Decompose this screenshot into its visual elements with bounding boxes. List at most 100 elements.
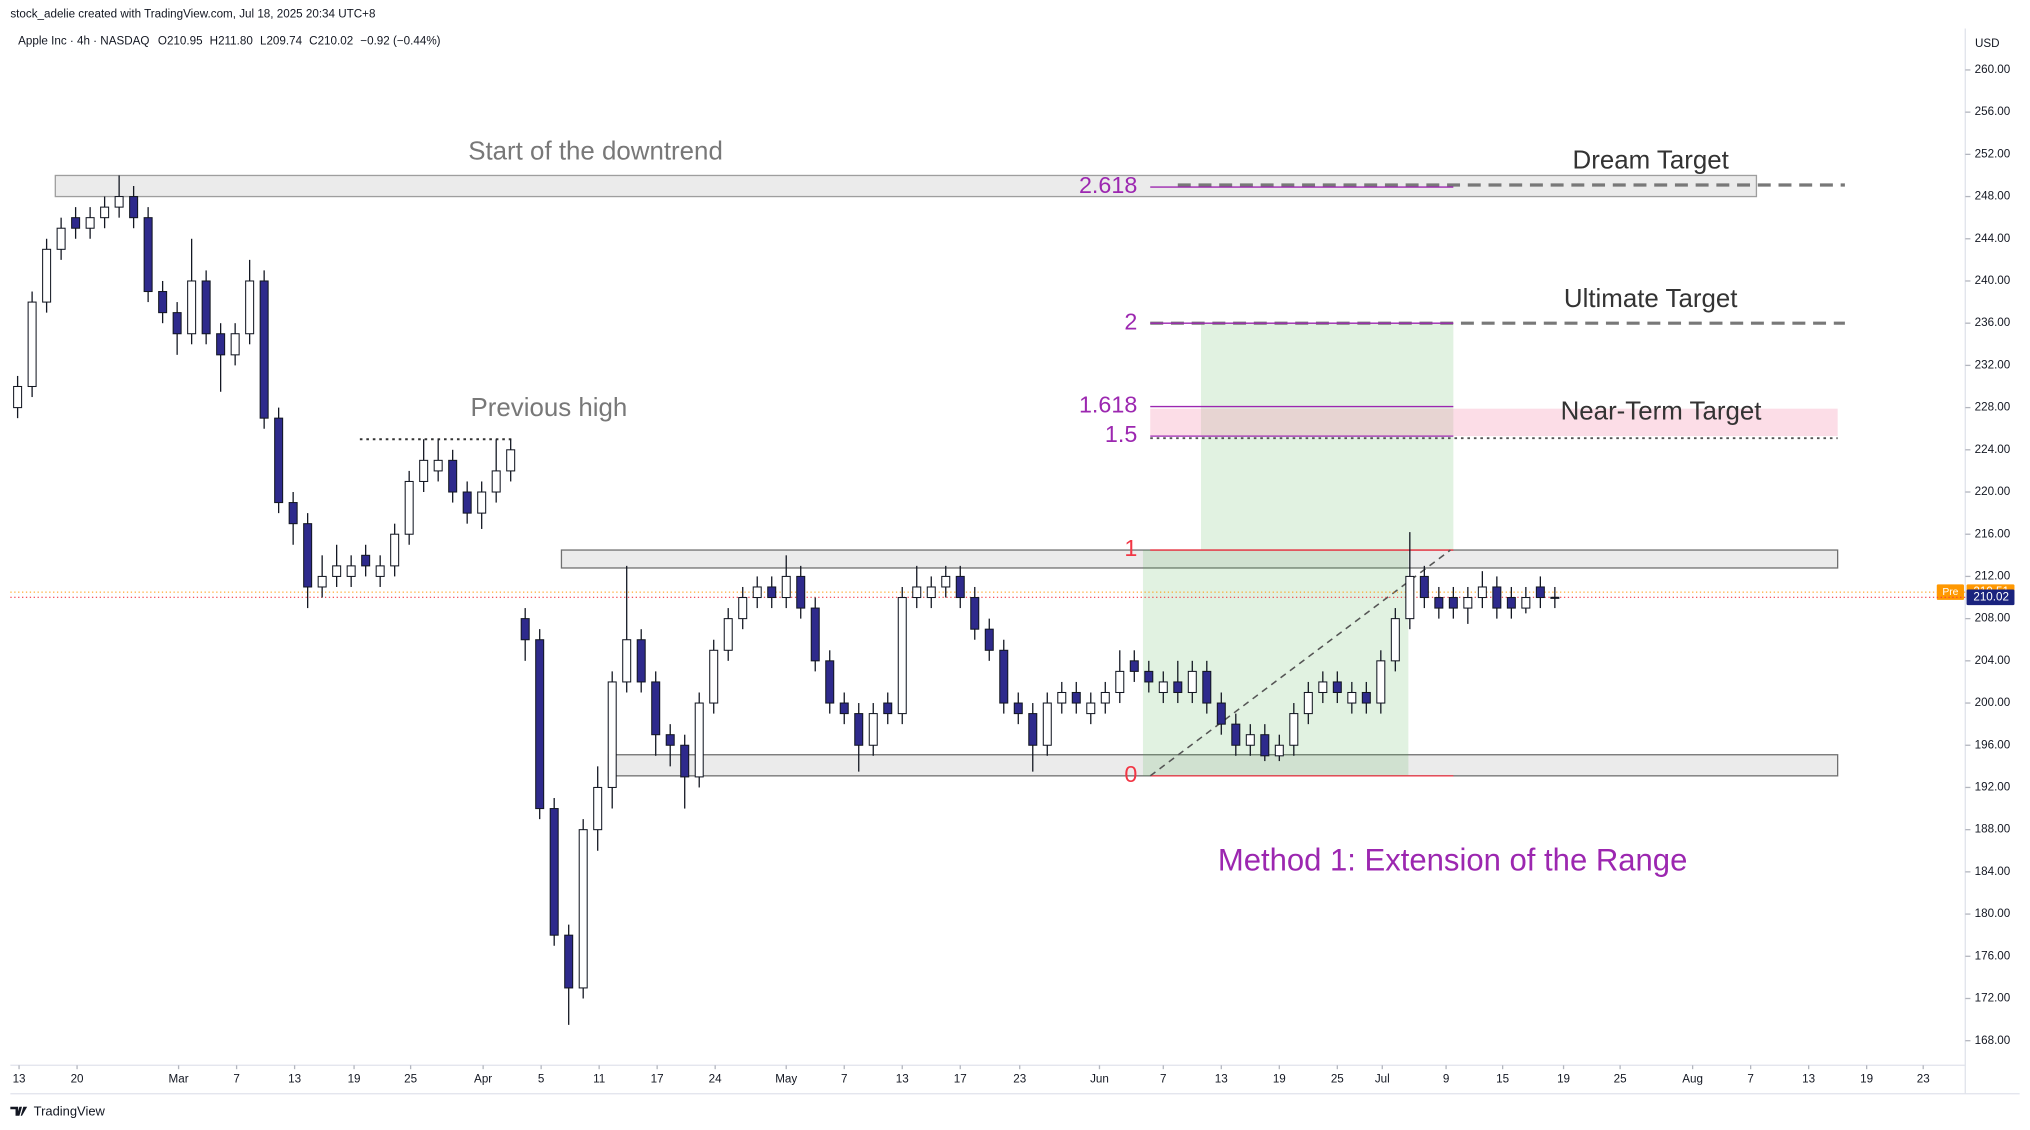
pre-tag-label: Pre	[1942, 587, 1958, 598]
x-tick-label: Apr	[474, 1073, 492, 1086]
fib-label: 1	[1124, 535, 1137, 561]
candle-body	[288, 502, 298, 525]
candle-body	[564, 934, 574, 989]
candle-body	[230, 333, 240, 356]
x-tick-label: Jun	[1090, 1073, 1109, 1086]
candle-body	[303, 523, 313, 588]
x-tick-label: 20	[71, 1073, 84, 1086]
candle-body	[462, 491, 472, 514]
candle-body	[346, 565, 356, 577]
candle-body	[433, 459, 443, 472]
candle-body	[491, 470, 501, 493]
y-tick-label: 240.00	[1975, 274, 2011, 287]
candle-body	[1318, 681, 1328, 694]
legend: Apple Inc · 4h · NASDAQ O210.95 H211.80 …	[18, 34, 441, 47]
candle-body	[825, 660, 835, 704]
y-tick-label: 176.00	[1975, 949, 2011, 962]
legend-low: L209.74	[260, 34, 303, 47]
annotation: Method 1: Extension of the Range	[1218, 842, 1688, 877]
y-tick-label: 212.00	[1975, 570, 2011, 583]
candle-body	[723, 618, 733, 651]
legend-open: O210.95	[158, 34, 203, 47]
x-tick-label: 25	[404, 1073, 417, 1086]
x-tick-label: 5	[538, 1073, 544, 1086]
candle-body	[1028, 713, 1038, 746]
candle-body	[216, 333, 226, 356]
x-tick-label: 7	[841, 1073, 847, 1086]
x-tick-label: May	[775, 1073, 797, 1086]
x-tick-label: 19	[1557, 1073, 1570, 1086]
x-tick-label: 25	[1614, 1073, 1627, 1086]
candle-body	[781, 575, 791, 599]
candle-body	[1013, 702, 1023, 715]
x-tick-label: 13	[13, 1073, 26, 1086]
candle-body	[796, 575, 806, 609]
candle-body	[810, 607, 820, 662]
candle-body	[622, 639, 632, 683]
annotation: Near-Term Target	[1561, 398, 1762, 426]
candle-body	[1347, 691, 1357, 704]
x-tick-label: 13	[1802, 1073, 1815, 1086]
candle-body	[1361, 691, 1371, 704]
candle-body	[1173, 681, 1183, 694]
x-tick-label: 13	[1215, 1073, 1228, 1086]
candle-body	[868, 713, 878, 746]
candle-body	[897, 597, 907, 715]
header: stock_adelie created with TradingView.co…	[10, 7, 375, 20]
x-tick-label: 24	[709, 1073, 722, 1086]
candle-body	[1303, 691, 1313, 715]
candle-body	[42, 248, 52, 303]
y-tick-label: 188.00	[1975, 823, 2011, 836]
candle-body	[1506, 597, 1516, 609]
candle-body	[694, 702, 704, 778]
candle-body	[1260, 734, 1270, 757]
y-tick-label: 168.00	[1975, 1034, 2011, 1047]
y-tick-label: 192.00	[1975, 781, 2011, 794]
trend-line	[1149, 549, 1451, 777]
candle-body	[274, 417, 284, 504]
y-tick-label: 180.00	[1975, 907, 2011, 920]
candle-body	[56, 227, 66, 250]
x-tick-label: 15	[1496, 1073, 1509, 1086]
candle-body	[172, 312, 182, 335]
candle-body	[201, 280, 211, 335]
x-tick-label: Aug	[1682, 1073, 1703, 1086]
candle-body	[404, 480, 414, 535]
y-tick-label: 200.00	[1975, 696, 2011, 709]
x-tick-label: 19	[1273, 1073, 1286, 1086]
candle-body	[926, 586, 936, 599]
x-tick-label: 19	[1860, 1073, 1873, 1086]
candle-body	[709, 649, 719, 704]
candle-body	[143, 217, 153, 293]
candle-body	[375, 565, 385, 577]
candle-body	[71, 217, 81, 229]
x-tick-label: Mar	[169, 1073, 189, 1086]
candle-body	[738, 597, 748, 620]
candle-body	[1376, 660, 1386, 704]
x-tick-label: 9	[1443, 1073, 1449, 1086]
candle-body	[1144, 670, 1154, 683]
candle-body	[506, 449, 516, 472]
candle-body	[636, 639, 646, 683]
candle-body	[970, 597, 980, 630]
candle-body	[1390, 618, 1400, 662]
y-tick-label: 260.00	[1975, 63, 2011, 76]
legend-close: C210.02	[309, 34, 353, 47]
candle-body	[361, 554, 371, 567]
currency: USD	[1975, 37, 2000, 50]
y-tick-label: 256.00	[1975, 105, 2011, 118]
candle-body	[332, 565, 342, 577]
y-tick-label: 208.00	[1975, 612, 2011, 625]
y-tick-label: 248.00	[1975, 190, 2011, 203]
annotation: Previous high	[471, 394, 628, 422]
candle-body	[100, 206, 110, 219]
candle-body	[1071, 691, 1081, 704]
candle-body	[448, 459, 458, 493]
x-tick-label: 11	[593, 1073, 605, 1086]
x-tick-label: 23	[1013, 1073, 1026, 1086]
y-tick-label: 244.00	[1975, 232, 2011, 245]
candle-body	[85, 217, 95, 229]
y-tick-label: 228.00	[1975, 401, 2011, 414]
